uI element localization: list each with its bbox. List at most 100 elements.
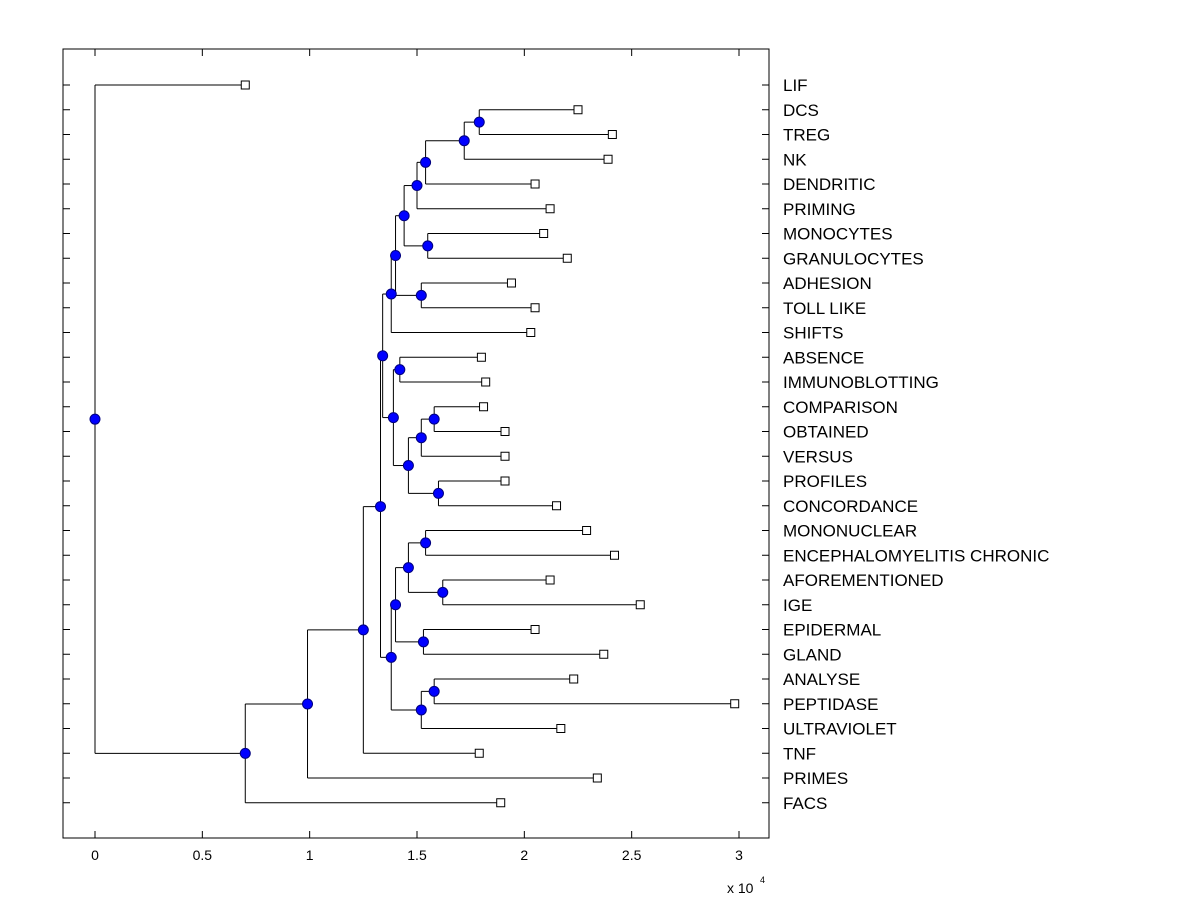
leaf-label-ige: IGE	[783, 596, 812, 615]
x-tick-label: 0	[91, 847, 99, 863]
leaf-label-monocytes: MONOCYTES	[783, 225, 893, 244]
leaf-label-primes: PRIMES	[783, 769, 848, 788]
leaf-label-lif: LIF	[783, 76, 808, 95]
node-marker-b2	[428, 413, 440, 425]
node-marker-d1	[375, 501, 387, 513]
node-marker-a3	[420, 156, 432, 168]
node-marker-b4	[432, 487, 444, 499]
leaf-marker-tnf	[474, 748, 484, 758]
leaf-marker-lif	[240, 80, 250, 90]
leaf-label-versus: VERSUS	[783, 447, 853, 466]
node-marker-b3	[415, 432, 427, 444]
x-tick-label: 2.5	[622, 847, 642, 863]
dendrogram-markers	[89, 80, 740, 808]
x-tick-label: 1.5	[407, 847, 427, 863]
node-marker-c4	[417, 636, 429, 648]
node-marker-c3	[402, 562, 414, 574]
leaf-label-epidermal: EPIDERMAL	[783, 621, 881, 640]
leaf-label-adhesion: ADHESION	[783, 274, 872, 293]
leaf-marker-peptidase	[730, 699, 740, 709]
leaf-marker-analyse	[569, 674, 579, 684]
node-marker-c6	[428, 685, 440, 697]
leaf-marker-monocytes	[539, 229, 549, 238]
leaf-label-analyse: ANALYSE	[783, 670, 860, 689]
node-marker-a7	[415, 289, 427, 301]
node-marker-a6	[398, 210, 410, 222]
leaf-label-priming: PRIMING	[783, 200, 856, 219]
x-tick-label: 0.5	[193, 847, 213, 863]
leaf-marker-shifts	[526, 328, 536, 337]
axes-frame	[62, 48, 770, 839]
node-marker-a4	[411, 180, 423, 192]
leaf-labels: LIF DCS TREG NK DENDRITIC PRIMING MONOCYTES GRA…	[783, 76, 1049, 813]
leaf-label-ultraviolet: ULTRAVIOLET	[783, 720, 897, 739]
leaf-label-absence: ABSENCE	[783, 348, 864, 367]
leaf-label-obtained: OBTAINED	[783, 423, 869, 442]
leaf-label-shifts: SHIFTS	[783, 324, 843, 343]
leaf-label-immunoblotting: IMMUNOBLOTTING	[783, 373, 939, 392]
x-tick-label: 2	[520, 847, 528, 863]
node-marker-a9	[385, 288, 397, 300]
leaf-marker-concordance	[552, 501, 562, 511]
leaf-marker-dcs	[573, 105, 583, 115]
leaf-label-concordance: CONCORDANCE	[783, 497, 918, 516]
node-marker-d2	[357, 624, 369, 636]
node-marker-c8	[385, 651, 397, 663]
leaf-marker-toll-like	[530, 303, 540, 313]
leaf-marker-aforementioned	[545, 575, 555, 585]
leaf-marker-encephalomyelitis-chronic	[609, 550, 619, 560]
leaf-label-comparison: COMPARISON	[783, 398, 898, 417]
leaf-label-treg: TREG	[783, 126, 830, 145]
axis-ticks: 0 0.5 1 1.5 2 2.5 3	[63, 49, 769, 863]
node-marker-c5	[390, 599, 402, 611]
leaf-marker-versus	[500, 451, 510, 461]
leaf-label-peptidase: PEPTIDASE	[783, 695, 878, 714]
leaf-marker-dendritic	[530, 179, 540, 189]
leaf-label-nk: NK	[783, 150, 807, 169]
leaf-marker-absence	[476, 352, 486, 362]
leaf-label-dendritic: DENDRITIC	[783, 175, 876, 194]
leaf-label-facs: FACS	[783, 794, 827, 813]
node-marker-b5	[402, 460, 414, 472]
leaf-label-dcs: DCS	[783, 101, 819, 120]
x-multiplier-exponent: 4	[760, 875, 765, 885]
node-marker-b6	[387, 412, 399, 424]
node-marker-root	[89, 413, 101, 425]
leaf-marker-granulocytes	[562, 253, 572, 263]
leaf-marker-facs	[496, 798, 506, 808]
leaf-marker-immunoblotting	[481, 377, 491, 387]
node-marker-b7	[377, 350, 389, 362]
leaf-marker-ige	[635, 600, 645, 610]
node-marker-d3	[302, 698, 314, 710]
leaf-marker-profiles	[500, 476, 510, 486]
node-marker-a5	[422, 240, 434, 252]
node-marker-d4	[239, 747, 251, 759]
leaf-marker-gland	[599, 649, 609, 659]
leaf-marker-ultraviolet	[556, 724, 566, 733]
leaf-label-toll-like: TOLL LIKE	[783, 299, 866, 318]
leaf-label-mononuclear: MONONUCLEAR	[783, 522, 917, 541]
leaf-marker-comparison	[479, 402, 489, 412]
node-marker-a8	[390, 250, 402, 262]
leaf-label-encephalomyelitis-chronic: ENCEPHALOMYELITIS CHRONIC	[783, 546, 1049, 565]
leaf-label-aforementioned: AFOREMENTIONED	[783, 571, 944, 590]
node-marker-c2	[437, 586, 449, 598]
x-tick-label: 3	[735, 847, 743, 863]
node-marker-c1	[420, 537, 432, 549]
leaf-marker-obtained	[500, 427, 510, 436]
leaf-marker-mononuclear	[582, 526, 592, 535]
leaf-label-tnf: TNF	[783, 744, 816, 763]
node-marker-a2	[458, 135, 470, 147]
leaf-label-gland: GLAND	[783, 645, 842, 664]
leaf-marker-treg	[607, 130, 617, 139]
leaf-marker-priming	[545, 204, 555, 214]
leaf-marker-epidermal	[530, 625, 540, 634]
leaf-marker-primes	[592, 773, 602, 783]
node-marker-c7	[415, 704, 427, 716]
leaf-marker-nk	[603, 154, 613, 164]
leaf-label-granulocytes: GRANULOCYTES	[783, 249, 924, 268]
leaf-marker-adhesion	[506, 278, 516, 288]
x-tick-label: 1	[306, 847, 314, 863]
